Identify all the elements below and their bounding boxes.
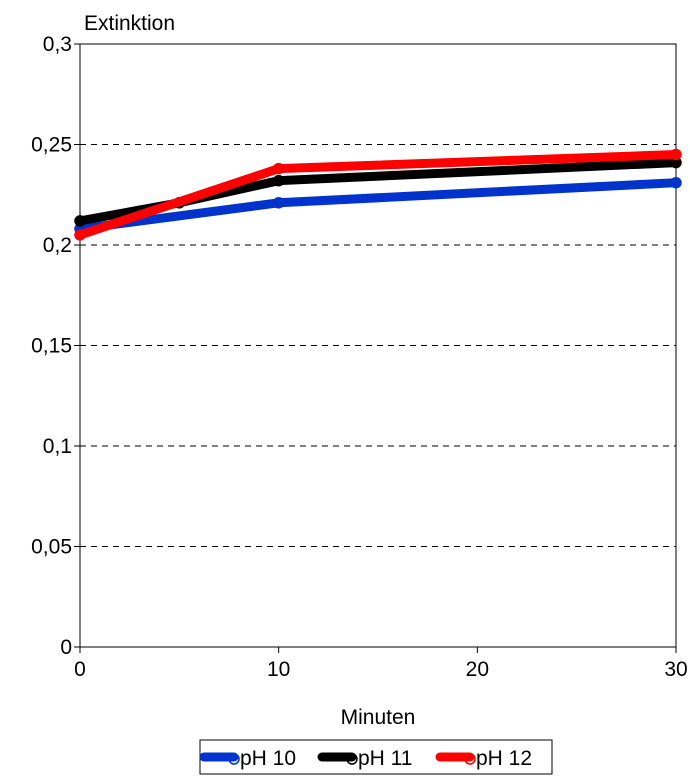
grid-lines [80,144,676,547]
series-2-point-1 [272,162,285,175]
y-tick-label-0: 0 [60,636,72,659]
series-line-2 [75,150,681,240]
y-tick-label-2: 0,1 [43,435,72,458]
y-tick-label-4: 0,2 [43,234,72,257]
legend-label-2: pH 12 [476,747,532,770]
y-tick-label-3: 0,15 [31,335,72,358]
series-line-0 [75,178,681,234]
series-lines [74,148,682,241]
series-1-point-2 [272,174,285,187]
x-tick-label-1: 10 [267,658,290,681]
x-axis-ticks: 0 10 20 30 [74,647,688,681]
legend-label-0: pH 10 [240,747,296,770]
y-axis-ticks: 0 0,05 0,1 0,15 0,2 0,25 0,3 [31,33,80,659]
legend-marker-2 [464,753,476,765]
series-line-1 [75,158,681,226]
series-0-point-1 [272,197,285,209]
series-2-point-2 [670,148,682,161]
y-tick-label-5: 0,25 [31,134,72,157]
x-tick-label-3: 30 [664,658,687,681]
x-axis-title: Minuten [341,706,416,729]
y-tick-label-6: 0,3 [43,33,72,56]
x-tick-label-0: 0 [74,658,86,681]
series-2-point-0 [74,229,86,241]
series-0-point-2 [670,176,682,189]
x-tick-label-2: 20 [466,658,489,681]
legend: pH 10 pH 11 pH 12 [199,739,553,775]
legend-marker-0 [228,753,240,765]
legend-marker-1 [346,753,358,765]
y-axis-title: Extinktion [84,12,175,35]
y-tick-label-1: 0,05 [31,536,72,559]
legend-label-1: pH 11 [358,747,412,770]
legend-box [199,739,553,775]
series-1-point-0 [74,215,86,227]
